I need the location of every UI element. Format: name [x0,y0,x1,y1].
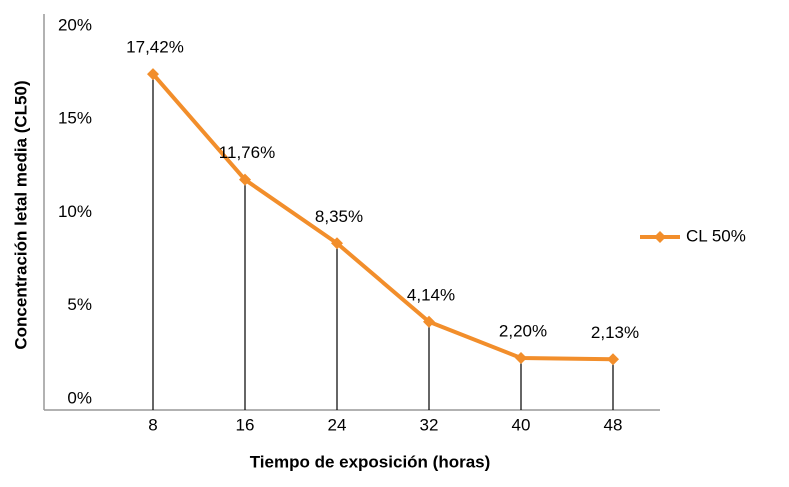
data-label: 4,14% [407,285,455,304]
marker [147,68,159,81]
y-tick-label: 10% [58,202,92,221]
x-tick-label: 48 [604,415,623,434]
data-label: 8,35% [315,207,363,226]
x-tick-label: 32 [420,415,439,434]
data-label: 17,42% [126,38,184,57]
y-axis-title: Concentración letal media (CL50) [11,80,30,349]
legend-marker [654,231,666,243]
x-tick-label: 16 [236,415,255,434]
marker [331,237,343,250]
y-tick-label: 15% [58,109,92,128]
line [151,72,614,362]
marker [607,353,619,366]
data-label: 11,76% [219,143,275,162]
y-tick-label: 0% [67,388,92,407]
marker [423,315,435,328]
x-tick-label: 24 [328,415,347,434]
marker [239,173,251,186]
data-label: 2,13% [591,323,639,342]
data-label: 2,20% [499,321,547,340]
marker [515,351,527,364]
y-tick-label: 5% [67,295,92,314]
y-tick-label: 20% [58,15,92,34]
x-axis-title: Tiempo de exposición (horas) [250,452,491,471]
x-tick-label: 8 [148,415,157,434]
legend-label: CL 50% [686,226,746,245]
x-tick-label: 40 [512,415,531,434]
